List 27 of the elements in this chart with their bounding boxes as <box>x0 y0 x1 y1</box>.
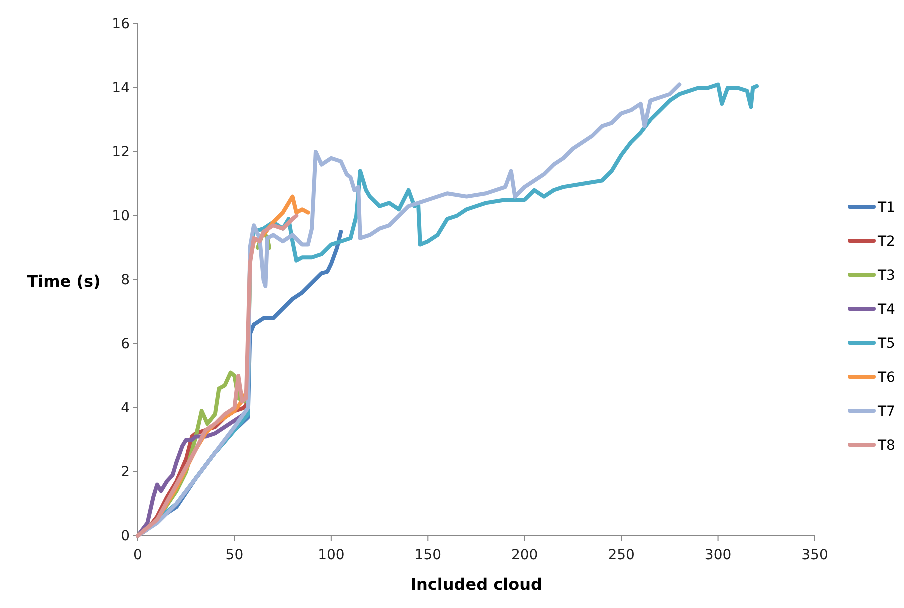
legend-label: T3 <box>877 268 896 284</box>
y-tick-label: 0 <box>121 528 130 544</box>
y-axis-title: Time (s) <box>27 272 101 291</box>
y-tick-label: 8 <box>121 272 130 288</box>
x-tick-label: 200 <box>511 547 538 564</box>
x-tick-label: 350 <box>802 547 828 564</box>
y-tick-label: 12 <box>112 144 130 160</box>
y-tick-label: 6 <box>121 336 130 352</box>
x-tick-label: 250 <box>608 547 635 564</box>
legend-label: T5 <box>877 336 896 352</box>
x-tick-label: 0 <box>134 547 142 564</box>
legend-label: T4 <box>877 302 896 318</box>
legend-label: T8 <box>877 438 896 454</box>
legend-label: T2 <box>877 234 896 250</box>
y-tick-label: 2 <box>121 464 130 480</box>
y-tick-label: 14 <box>112 80 130 96</box>
y-tick-label: 16 <box>112 16 130 32</box>
x-tick-label: 100 <box>318 547 345 564</box>
x-tick-label: 150 <box>414 547 442 564</box>
y-tick-label: 4 <box>121 400 130 416</box>
y-tick-label: 10 <box>112 208 130 224</box>
x-tick-label: 50 <box>226 547 244 564</box>
legend-label: T6 <box>877 370 896 386</box>
legend-label: T1 <box>877 200 896 216</box>
legend-label: T7 <box>877 404 896 420</box>
x-tick-label: 300 <box>704 547 732 564</box>
x-axis-title: Included cloud <box>410 575 542 594</box>
